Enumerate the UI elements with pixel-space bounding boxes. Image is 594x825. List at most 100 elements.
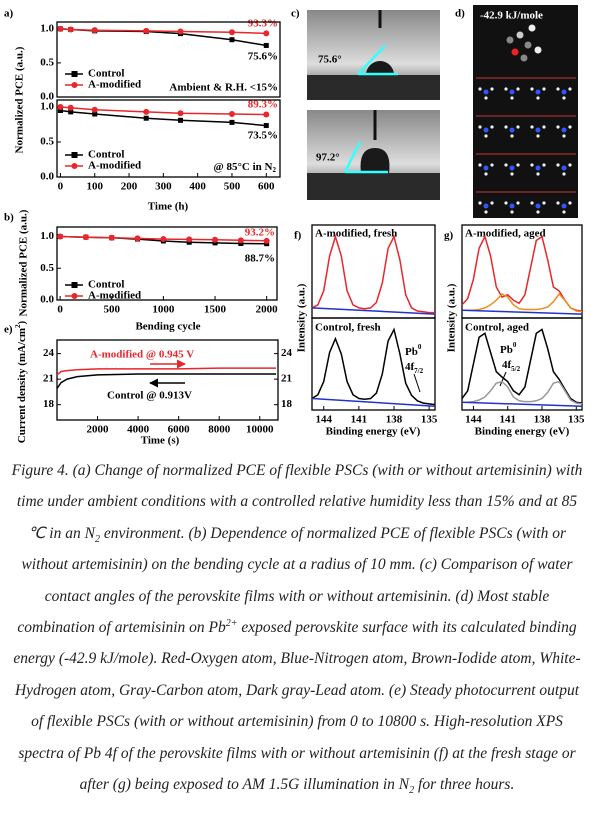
atom [568, 201, 572, 205]
marker [212, 240, 218, 246]
y-tick-label: 0.5 [40, 262, 54, 274]
atom [562, 210, 566, 214]
legend-label: A-modified [88, 79, 141, 91]
panel-title: A-modified, fresh [315, 228, 397, 240]
marker [186, 236, 193, 243]
panel-label: d) [455, 8, 465, 20]
marker [91, 27, 98, 34]
x-tick-label: 1500 [204, 304, 227, 316]
x-tick-label: 400 [189, 181, 206, 193]
atom [535, 127, 541, 133]
atom [504, 125, 508, 129]
y-axis-label: Intensity (a.u.) [446, 283, 458, 352]
caption-text: Figure 4. (a) Change of normalized PCE o… [11, 462, 583, 542]
atom [562, 172, 566, 176]
legend-swatch [71, 282, 78, 288]
marker [212, 236, 219, 243]
atom [483, 89, 489, 95]
legend-label: Control [88, 68, 124, 80]
legend-label: A-modified [88, 160, 141, 172]
x-tick-label: 300 [155, 181, 172, 193]
series-line [461, 328, 583, 404]
annotation: 4f7/2 [405, 361, 424, 375]
atom [536, 134, 540, 138]
annotation: 93.3% [248, 18, 278, 30]
atom [568, 87, 572, 91]
x-tick-label: 2000 [87, 424, 110, 436]
caption-text: for three hours. [414, 776, 515, 794]
marker [177, 110, 184, 117]
marker [263, 111, 270, 118]
legend-label: Control [88, 279, 124, 291]
series-line [311, 307, 436, 315]
annotation: 93.2% [245, 227, 275, 239]
atom [535, 203, 541, 209]
marker [143, 27, 150, 34]
x-tick-label: 4000 [127, 424, 150, 436]
y2-tick-label: 24 [281, 347, 293, 359]
atom [478, 87, 482, 91]
x-tick-label: 144 [315, 414, 332, 426]
series-line [56, 367, 276, 376]
x-axis-label: Binding energy (eV) [326, 426, 421, 438]
atom [490, 87, 494, 91]
series-line [311, 234, 435, 314]
marker [57, 25, 64, 32]
atom [509, 127, 515, 133]
arrow [413, 373, 421, 393]
atom [510, 134, 514, 138]
x-tick-label: 0 [58, 181, 64, 193]
marker [57, 233, 64, 240]
atom [483, 127, 489, 133]
marker [228, 29, 235, 36]
arrow [499, 371, 507, 387]
annotation: Pb0 [500, 341, 517, 356]
annotation: 4f5/2 [502, 359, 521, 373]
atom [524, 41, 532, 49]
legend-swatch [71, 163, 78, 169]
caption: Figure 4. (a) Change of normalized PCE o… [8, 455, 586, 800]
series-line [461, 234, 583, 312]
y-tick-label: 18 [43, 398, 55, 410]
y2-tick-label: 21 [281, 373, 292, 385]
atom [516, 125, 520, 129]
caption-text: 2 [409, 785, 415, 797]
atom [561, 203, 567, 209]
atom [556, 201, 560, 205]
annotation: Pb0 [405, 343, 422, 358]
x-tick-label: 141 [351, 414, 368, 426]
marker [57, 104, 64, 110]
x-tick-label: 100 [86, 181, 103, 193]
atom [536, 210, 540, 214]
atom [490, 125, 494, 129]
atom [478, 163, 482, 167]
x-tick-label: 135 [421, 414, 438, 426]
marker [238, 241, 244, 247]
marker [67, 104, 74, 111]
atom [542, 125, 546, 129]
atom [561, 89, 567, 95]
marker [237, 237, 244, 244]
y-tick-label: 1.0 [40, 22, 54, 34]
annotation: 73.5% [248, 130, 278, 142]
x-tick-label: 600 [258, 181, 275, 193]
series-line [56, 373, 276, 389]
plot-frame [56, 21, 281, 98]
atom [509, 203, 515, 209]
y-tick-label: 24 [43, 347, 55, 359]
atom [509, 165, 515, 171]
atom [561, 127, 567, 133]
plot-frame [461, 317, 583, 411]
annotation: Ambient & R.H. <15% [169, 82, 278, 94]
x-tick-label: 2000 [256, 304, 279, 316]
marker [57, 108, 63, 113]
atom [542, 163, 546, 167]
atom [535, 165, 541, 171]
marker [82, 234, 89, 241]
series-line [461, 401, 583, 407]
annotation: @ 85°C in N2 [214, 161, 277, 174]
atom [542, 201, 546, 205]
legend-swatch [71, 71, 78, 77]
atom [478, 125, 482, 129]
series-line [462, 292, 583, 313]
